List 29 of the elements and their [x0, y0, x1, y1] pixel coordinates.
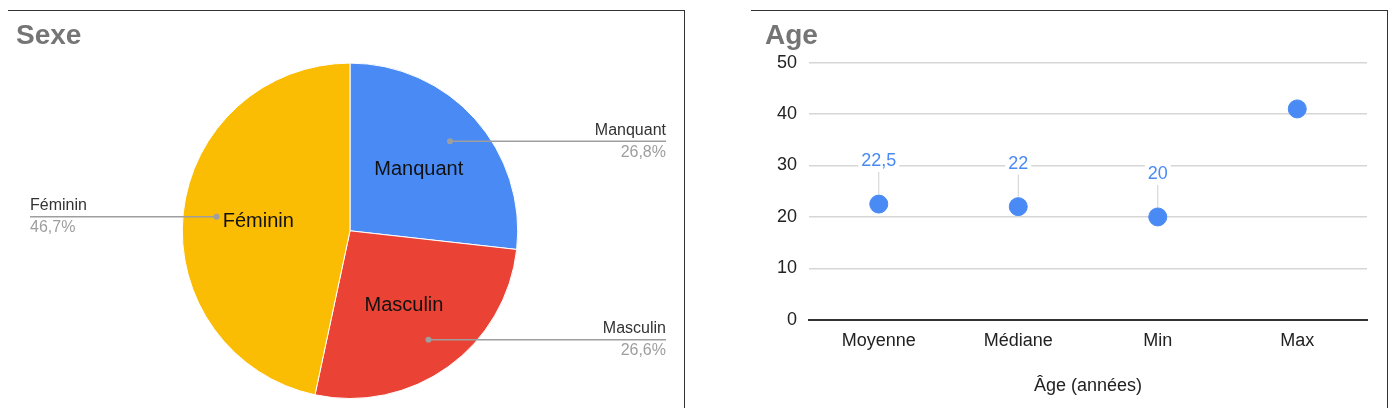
data-label: 22,5 — [861, 150, 897, 171]
x-axis-title: Âge (années) — [1033, 375, 1143, 396]
data-label: 46,7% — [30, 218, 76, 236]
slice-label: Féminin — [30, 196, 87, 214]
slice-label: Manquant — [594, 120, 667, 138]
y-tick-label: 50 — [776, 51, 798, 72]
chart-title: Age — [765, 18, 818, 50]
slice-label: Manquant — [374, 156, 464, 179]
x-tick-label: Moyenne — [841, 329, 916, 350]
y-tick-label: 20 — [776, 205, 798, 226]
point — [869, 194, 889, 214]
x-tick-label: Médiane — [983, 329, 1053, 350]
x-tick-label: Max — [1280, 329, 1315, 350]
data-label: 22 — [1008, 152, 1029, 173]
slice-label: Masculin — [364, 293, 444, 316]
data-label: 26,6% — [620, 341, 666, 359]
point — [1287, 99, 1307, 119]
chart-title: Sexe — [16, 18, 82, 50]
data-label: 20 — [1147, 162, 1168, 183]
point — [1148, 207, 1168, 227]
x-tick-label: Min — [1143, 329, 1173, 350]
y-tick-label: 10 — [776, 257, 798, 278]
slice-label: Masculin — [602, 319, 666, 337]
y-tick-label: 0 — [787, 308, 798, 329]
slice-label: Féminin — [222, 208, 294, 231]
y-tick-label: 30 — [776, 154, 798, 175]
data-label: 26,8% — [620, 142, 666, 160]
point — [1008, 197, 1028, 217]
y-tick-label: 40 — [776, 103, 798, 124]
